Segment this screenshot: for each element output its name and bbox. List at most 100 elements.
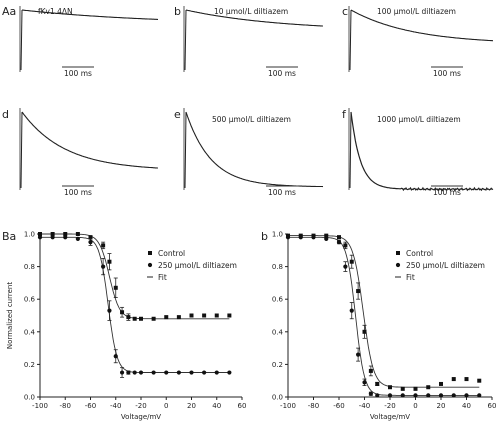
x-tick-label: -20 — [384, 402, 395, 410]
chart-Ba: Ba -100 -80 -60 -40 -20 0 20 40 60 0.0 0.2 0.4 0.6 0.8… — [2, 230, 246, 421]
data-point-diltiazem — [375, 393, 380, 398]
legend-label: 250 μmol/L diltiazem — [406, 261, 485, 270]
data-point-control — [324, 233, 329, 238]
data-point-diltiazem — [387, 393, 393, 398]
data-point-diltiazem — [107, 308, 112, 313]
data-point-control — [343, 243, 348, 248]
data-point-diltiazem — [464, 393, 469, 398]
x-tick-label: -40 — [359, 402, 370, 410]
scale-bar-label: 100 ms — [268, 69, 296, 78]
data-point-control — [349, 259, 354, 264]
x-tick-label: 40 — [212, 402, 221, 410]
data-point-diltiazem — [151, 370, 156, 375]
legend-marker-circle — [395, 262, 401, 268]
trace-onset — [349, 9, 352, 71]
legend-label: Control — [158, 249, 185, 258]
x-axis-label: Voltage/mV — [121, 413, 161, 421]
y-tick-label: 0.4 — [24, 328, 36, 336]
current-trace — [350, 9, 493, 42]
data-point-control — [63, 232, 68, 236]
data-point-control — [139, 316, 143, 321]
legend-label: Fit — [158, 273, 167, 282]
legend-marker-square — [148, 251, 152, 255]
x-tick-label: 40 — [462, 402, 471, 410]
x-axis-label: Voltage/mV — [370, 413, 410, 421]
fit-curve — [288, 236, 480, 396]
x-tick-label: -40 — [110, 402, 121, 410]
current-trace — [185, 111, 324, 188]
data-point-control — [113, 285, 118, 290]
x-tick-label: -60 — [85, 402, 96, 410]
trace-panel-d: d 100 ms — [2, 108, 158, 197]
panel-label: d — [2, 108, 9, 121]
data-point-diltiazem — [438, 393, 444, 398]
data-point-diltiazem — [88, 240, 93, 245]
data-point-control — [120, 310, 125, 315]
trace-panel-e: e 500 μmol/L diltiazem 100 ms — [174, 108, 324, 197]
legend-marker-circle — [147, 262, 153, 268]
y-tick-label: 0.4 — [272, 328, 284, 336]
y-tick-label: 0.0 — [24, 394, 35, 402]
data-point-diltiazem — [426, 393, 431, 398]
data-point-control — [451, 377, 456, 382]
scale-bar-label: 100 ms — [64, 188, 92, 197]
data-point-control — [214, 313, 219, 318]
data-point-diltiazem — [119, 370, 125, 375]
data-point-diltiazem — [451, 393, 456, 398]
chart-panel-label: b — [261, 230, 268, 243]
data-point-diltiazem — [336, 240, 342, 245]
data-point-diltiazem — [477, 393, 482, 398]
trace-onset — [20, 111, 23, 189]
current-trace — [21, 9, 158, 20]
current-trace — [185, 9, 323, 27]
data-point-diltiazem — [101, 264, 106, 269]
y-tick-label: 1.0 — [24, 231, 35, 239]
data-point-control — [477, 378, 482, 383]
current-trace — [350, 111, 494, 192]
y-tick-label: 0.2 — [272, 361, 283, 369]
data-point-control — [132, 316, 137, 321]
trace-onset — [349, 111, 352, 189]
x-tick-label: -100 — [280, 402, 296, 410]
panel-label: f — [342, 108, 347, 121]
x-tick-label: -60 — [333, 402, 344, 410]
x-tick-label: 60 — [238, 402, 247, 410]
data-point-control — [439, 381, 443, 386]
data-point-control — [400, 386, 405, 391]
chart-Bb: b -100 -80 -60 -40 -20 0 20 40 60 0.0 0.2 0.4 0.6 0.8 1… — [261, 230, 496, 421]
data-point-diltiazem — [214, 370, 219, 375]
data-point-diltiazem — [356, 352, 361, 357]
data-point-diltiazem — [37, 235, 43, 240]
scale-bar-label: 100 ms — [64, 69, 92, 78]
panel-label: Aa — [2, 5, 16, 18]
data-point-control — [227, 313, 232, 318]
y-tick-label: 0.2 — [24, 361, 35, 369]
y-tick-label: 0.8 — [24, 263, 35, 271]
data-point-diltiazem — [132, 370, 137, 375]
data-point-diltiazem — [285, 235, 291, 240]
trace-panel-Aa: Aa fKv1.4ΔN 100 ms — [2, 5, 158, 78]
data-point-control — [101, 243, 106, 248]
trace-onset — [184, 9, 187, 71]
data-point-diltiazem — [324, 236, 329, 241]
data-point-control — [368, 368, 373, 373]
data-point-control — [164, 315, 169, 320]
legend-label: Fit — [406, 273, 415, 282]
data-point-diltiazem — [138, 370, 144, 375]
data-point-diltiazem — [298, 235, 303, 240]
data-point-diltiazem — [164, 370, 169, 375]
data-point-diltiazem — [63, 235, 68, 240]
fit-curve — [288, 235, 480, 388]
legend-label: Control — [406, 249, 433, 258]
data-point-control — [151, 316, 156, 321]
data-point-control — [362, 329, 367, 334]
data-point-control — [375, 381, 380, 386]
data-point-diltiazem — [126, 370, 131, 375]
x-tick-label: -80 — [308, 402, 319, 410]
data-point-diltiazem — [343, 264, 348, 269]
data-point-diltiazem — [400, 393, 405, 398]
data-point-control — [126, 315, 131, 320]
data-point-diltiazem — [113, 354, 118, 359]
data-point-diltiazem — [311, 235, 316, 240]
